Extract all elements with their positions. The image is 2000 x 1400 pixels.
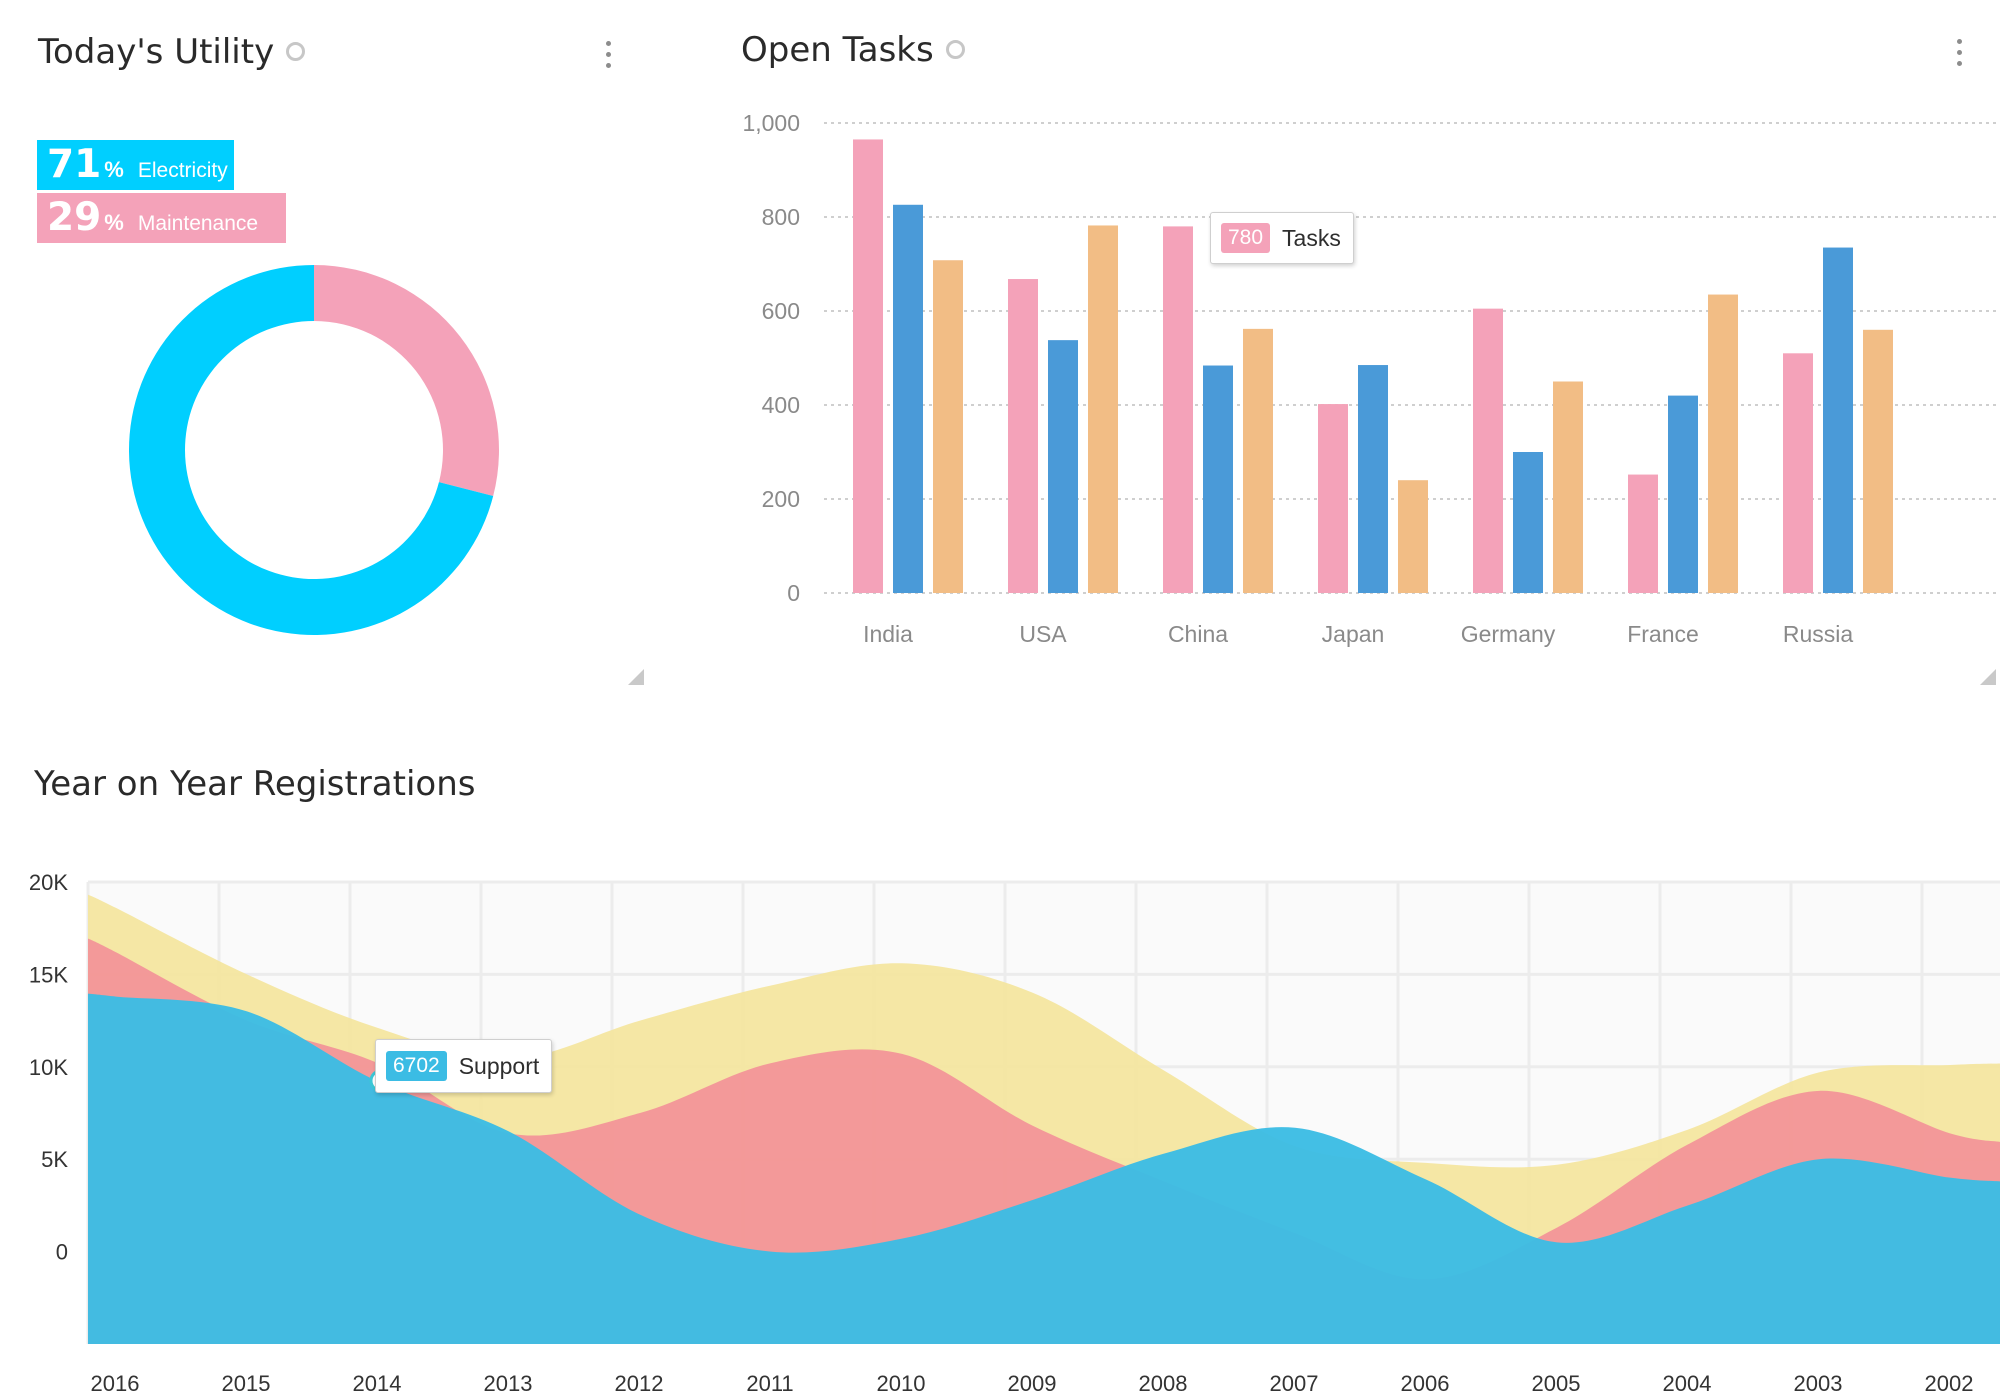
tasks-tooltip-label: Tasks xyxy=(1282,224,1341,251)
y-tick-label: 15K xyxy=(29,962,68,987)
bar-russia-2[interactable] xyxy=(1863,329,1893,593)
utility-title: Today's Utility xyxy=(38,32,306,72)
tasks-tooltip-value: 780 xyxy=(1221,223,1271,253)
x-tick-label: 2014 xyxy=(353,1371,402,1396)
bar-russia-1[interactable] xyxy=(1823,247,1853,594)
x-tick-label: 2013 xyxy=(484,1371,533,1396)
utility-donut-chart xyxy=(128,265,500,635)
bar-germany-0[interactable] xyxy=(1473,308,1503,593)
x-tick-label: 2007 xyxy=(1270,1371,1319,1396)
bar-japan-0[interactable] xyxy=(1318,404,1348,593)
bar-france-1[interactable] xyxy=(1668,395,1698,593)
x-tick-label: 2009 xyxy=(1008,1371,1057,1396)
bar-germany-1[interactable] xyxy=(1513,452,1543,593)
bar-china-1[interactable] xyxy=(1203,365,1233,593)
area-series-0[interactable] xyxy=(88,993,2000,1344)
maintenance-label: Maintenance xyxy=(137,212,259,235)
y-tick-label: 600 xyxy=(762,298,800,324)
y-tick-label: 800 xyxy=(762,204,800,230)
electricity-label: Electricity xyxy=(137,159,228,182)
registrations-title: Year on Year Registrations xyxy=(34,764,476,804)
bar-japan-2[interactable] xyxy=(1398,480,1428,593)
utility-menu-icon[interactable] xyxy=(601,41,615,75)
info-dot-icon[interactable] xyxy=(286,42,306,61)
x-tick-label: USA xyxy=(1019,621,1067,647)
donut-slice-electricity[interactable] xyxy=(128,265,494,635)
y-tick-label: 0 xyxy=(56,1240,68,1265)
x-tick-label: Russia xyxy=(1783,621,1854,647)
maintenance-value: 29 xyxy=(47,195,102,240)
donut-slice-maintenance[interactable] xyxy=(314,265,500,497)
bar-russia-0[interactable] xyxy=(1783,353,1813,593)
bar-germany-2[interactable] xyxy=(1553,381,1583,594)
x-tick-label: 2015 xyxy=(222,1371,271,1396)
y-tick-label: 10K xyxy=(29,1055,68,1080)
info-dot-icon[interactable] xyxy=(945,40,965,59)
tasks-resize-handle[interactable] xyxy=(1980,669,1996,685)
tasks-menu-icon[interactable] xyxy=(1952,39,1966,73)
registrations-tooltip-value: 6702 xyxy=(386,1051,447,1081)
bar-usa-1[interactable] xyxy=(1048,340,1078,593)
bar-india-2[interactable] xyxy=(933,260,963,593)
bar-usa-2[interactable] xyxy=(1088,225,1118,593)
y-tick-label: 20K xyxy=(29,870,68,895)
registrations-area-chart: 0 5K 10K 15K 20K 2016 2015 2014 2013 2012 2011 2010… xyxy=(29,870,2000,1396)
bar-japan-1[interactable] xyxy=(1358,365,1388,593)
registrations-tooltip-label: Support xyxy=(458,1052,540,1079)
utility-resize-handle[interactable] xyxy=(628,669,644,685)
bar-usa-0[interactable] xyxy=(1008,279,1038,593)
y-tick-label: 0 xyxy=(787,580,800,606)
x-tick-label: 2012 xyxy=(615,1371,664,1396)
x-tick-label: Japan xyxy=(1322,621,1385,647)
x-tick-label: Germany xyxy=(1461,621,1556,647)
x-tick-label: 2011 xyxy=(746,1371,793,1396)
x-tick-label: 2008 xyxy=(1139,1371,1188,1396)
x-tick-label: India xyxy=(863,621,913,647)
x-tick-label: 2005 xyxy=(1532,1371,1581,1396)
x-tick-label: 2010 xyxy=(877,1371,926,1396)
electricity-pct-sign: % xyxy=(104,157,124,182)
x-tick-label: China xyxy=(1168,621,1228,647)
y-tick-label: 5K xyxy=(41,1147,68,1172)
y-tick-label: 200 xyxy=(762,486,800,512)
tasks-title: Open Tasks xyxy=(741,30,965,70)
x-tick-label: 2016 xyxy=(91,1371,140,1396)
x-tick-label: France xyxy=(1627,621,1699,647)
bar-india-1[interactable] xyxy=(893,204,923,593)
open-tasks-bar-chart: 0 200 400 600 800 1,000 India USA China Japan Germ… xyxy=(742,110,2000,647)
x-tick-label: 2006 xyxy=(1401,1371,1450,1396)
y-tick-label: 400 xyxy=(762,392,800,418)
electricity-badge: 71 % Electricity xyxy=(37,140,234,190)
bar-china-0[interactable] xyxy=(1163,226,1193,593)
y-tick-label: 1,000 xyxy=(742,110,800,136)
tasks-tooltip: 780 Tasks xyxy=(1210,212,1354,264)
registrations-tooltip: 6702 Support xyxy=(375,1039,553,1093)
x-tick-label: 2002 xyxy=(1925,1371,1974,1396)
maintenance-badge: 29 % Maintenance xyxy=(37,193,286,243)
maintenance-pct-sign: % xyxy=(104,210,124,235)
bar-france-2[interactable] xyxy=(1708,294,1738,593)
x-tick-label: 2004 xyxy=(1663,1371,1712,1396)
bar-india-0[interactable] xyxy=(853,139,883,593)
x-tick-label: 2003 xyxy=(1794,1371,1843,1396)
bar-france-0[interactable] xyxy=(1628,474,1658,593)
electricity-value: 71 xyxy=(47,142,102,187)
bar-china-2[interactable] xyxy=(1243,328,1273,593)
